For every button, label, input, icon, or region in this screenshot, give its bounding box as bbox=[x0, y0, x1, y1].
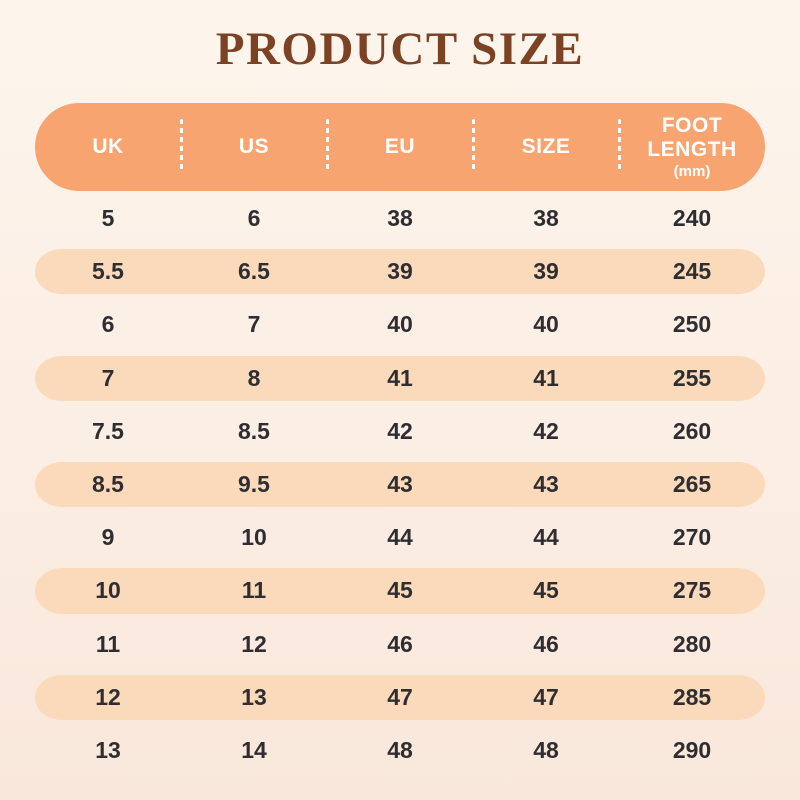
size-cell-size: 43 bbox=[533, 471, 559, 498]
size-table-rows: 5 6 38 38 240 5.5 6.5 39 39 245 6 7 40 40 250 7 8 41 41 255… bbox=[35, 192, 765, 777]
size-cell-size: 42 bbox=[533, 417, 559, 444]
size-cell-foot-length: 275 bbox=[672, 577, 712, 604]
size-cell-size: 46 bbox=[533, 630, 559, 657]
size-row: 5.5 6.5 39 39 245 bbox=[35, 245, 765, 298]
size-row: 9 10 44 44 270 bbox=[35, 511, 765, 564]
size-cell-uk: 11 bbox=[95, 630, 121, 657]
size-cell-eu: 38 bbox=[387, 205, 413, 232]
size-cell-eu: 41 bbox=[387, 364, 413, 391]
size-row: 6 7 40 40 250 bbox=[35, 298, 765, 351]
size-cell-us: 7 bbox=[247, 311, 261, 338]
size-cell-foot-length: 250 bbox=[672, 311, 712, 338]
size-cell-size: 47 bbox=[533, 683, 559, 710]
size-cell-us: 6.5 bbox=[238, 258, 270, 285]
size-cell-us: 8 bbox=[247, 364, 261, 391]
size-row: 11 12 46 46 280 bbox=[35, 618, 765, 671]
size-cell-eu: 47 bbox=[387, 683, 413, 710]
size-cell-foot-length: 245 bbox=[672, 258, 712, 285]
size-cell-size: 39 bbox=[533, 258, 559, 285]
size-row: 8.5 9.5 43 43 265 bbox=[35, 458, 765, 511]
size-cell-foot-length: 290 bbox=[672, 736, 712, 763]
size-cell-eu: 40 bbox=[387, 311, 413, 338]
size-cell-uk: 5 bbox=[101, 205, 115, 232]
size-row: 5 6 38 38 240 bbox=[35, 192, 765, 245]
size-cell-eu: 46 bbox=[387, 630, 413, 657]
size-cell-eu: 48 bbox=[387, 736, 413, 763]
size-table-header: UK US EU SIZE FOOT LENGTH (mm) bbox=[35, 103, 765, 191]
size-cell-size: 41 bbox=[533, 364, 559, 391]
size-cell-eu: 43 bbox=[387, 471, 413, 498]
size-cell-size: 40 bbox=[533, 311, 559, 338]
size-cell-size: 38 bbox=[533, 205, 559, 232]
size-cell-us: 8.5 bbox=[238, 417, 270, 444]
size-cell-us: 12 bbox=[241, 630, 267, 657]
size-row: 7.5 8.5 42 42 260 bbox=[35, 405, 765, 458]
size-table: UK US EU SIZE FOOT LENGTH (mm) 5 6 38 38 240 5.5 6.… bbox=[35, 103, 765, 777]
size-cell-uk: 13 bbox=[95, 736, 121, 763]
size-cell-us: 14 bbox=[241, 736, 267, 763]
size-cell-foot-length: 285 bbox=[672, 683, 712, 710]
size-cell-size: 44 bbox=[533, 524, 559, 551]
size-cell-us: 6 bbox=[247, 205, 261, 232]
size-cell-eu: 42 bbox=[387, 417, 413, 444]
size-cell-foot-length: 260 bbox=[672, 417, 712, 444]
size-cell-uk: 7.5 bbox=[92, 417, 124, 444]
size-row: 13 14 48 48 290 bbox=[35, 724, 765, 777]
size-row: 10 11 45 45 275 bbox=[35, 564, 765, 617]
header-label: EU bbox=[384, 135, 416, 159]
size-cell-uk: 9 bbox=[101, 524, 115, 551]
size-cell-foot-length: 265 bbox=[672, 471, 712, 498]
size-cell-eu: 44 bbox=[387, 524, 413, 551]
header-cell-uk: UK bbox=[35, 103, 181, 191]
size-cell-uk: 10 bbox=[95, 577, 121, 604]
size-row: 12 13 47 47 285 bbox=[35, 671, 765, 724]
header-unit-label: (mm) bbox=[673, 162, 711, 180]
header-cell-foot-length: FOOT LENGTH (mm) bbox=[617, 103, 765, 191]
size-cell-foot-length: 240 bbox=[672, 205, 712, 232]
header-cell-eu: EU bbox=[325, 103, 473, 191]
page-title: PRODUCT SIZE bbox=[215, 23, 585, 75]
size-cell-uk: 6 bbox=[101, 311, 115, 338]
size-cell-us: 11 bbox=[241, 577, 267, 604]
size-row: 7 8 41 41 255 bbox=[35, 352, 765, 405]
size-cell-foot-length: 270 bbox=[672, 524, 712, 551]
header-label: FOOT LENGTH bbox=[647, 114, 737, 161]
size-cell-eu: 39 bbox=[387, 258, 413, 285]
size-cell-size: 48 bbox=[533, 736, 559, 763]
size-cell-foot-length: 280 bbox=[672, 630, 712, 657]
size-cell-eu: 45 bbox=[387, 577, 413, 604]
header-label: UK bbox=[92, 135, 124, 159]
size-cell-us: 9.5 bbox=[238, 471, 270, 498]
size-cell-foot-length: 255 bbox=[672, 364, 712, 391]
header-cell-us: US bbox=[179, 103, 327, 191]
size-cell-uk: 7 bbox=[101, 364, 115, 391]
size-cell-uk: 5.5 bbox=[92, 258, 124, 285]
header-cell-size: SIZE bbox=[471, 103, 619, 191]
size-cell-us: 10 bbox=[241, 524, 267, 551]
size-cell-us: 13 bbox=[241, 683, 267, 710]
size-cell-uk: 12 bbox=[95, 683, 121, 710]
header-label: SIZE bbox=[521, 135, 571, 159]
header-label: US bbox=[238, 135, 270, 159]
size-cell-uk: 8.5 bbox=[92, 471, 124, 498]
size-cell-size: 45 bbox=[533, 577, 559, 604]
